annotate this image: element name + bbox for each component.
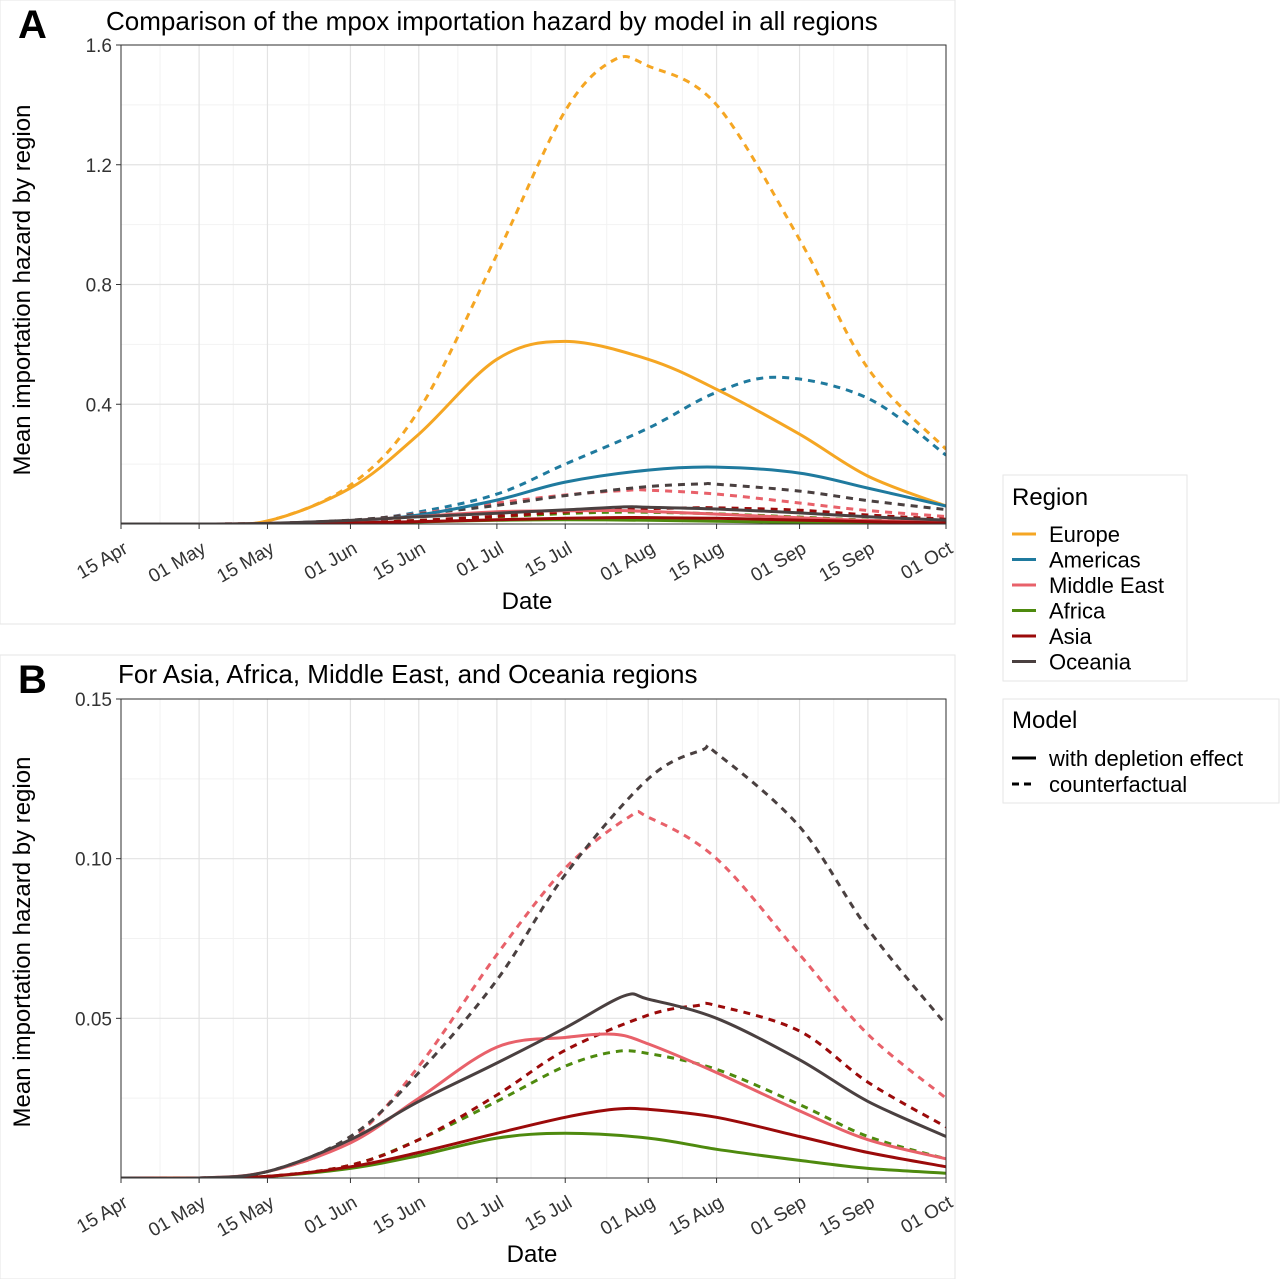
- panel-a-y-tick-label: 0.4: [86, 395, 113, 416]
- panel-b-y-tick-label: 0.05: [75, 1009, 112, 1030]
- model-legend-label-counterfactual: counterfactual: [1049, 772, 1187, 797]
- panel-b-title: For Asia, Africa, Middle East, and Ocean…: [118, 659, 698, 689]
- model-legend-label-depletion: with depletion effect: [1048, 746, 1243, 771]
- panel-a-x-axis-label: Date: [502, 588, 553, 615]
- panel-a-series-oceania-depletion: [121, 505, 946, 524]
- panel-a-y-tick-label: 0.8: [86, 276, 112, 297]
- panel-a-letter: A: [18, 3, 47, 47]
- panel-b-series-asia-depletion: [121, 1106, 946, 1178]
- panel-b: B For Asia, Africa, Middle East, and Oce…: [0, 654, 957, 1280]
- panel-b-y-axis-label: Mean importation hazard by region: [9, 757, 36, 1128]
- model-legend: Model with depletion effect counterfactu…: [1002, 698, 1280, 804]
- panel-a-title: Comparison of the mpox importation hazar…: [106, 6, 878, 36]
- panel-b-y-tick-label: 0.10: [75, 850, 112, 871]
- region-legend-title: Region: [1012, 484, 1088, 511]
- region-legend-label-africa: Africa: [1049, 599, 1106, 624]
- model-legend-title: Model: [1012, 707, 1077, 734]
- panel-b-series-oceania-depletion: [121, 992, 946, 1178]
- panel-b-y-tick-label: 0.15: [75, 690, 112, 711]
- panel-b-plot-frame: [120, 698, 947, 1179]
- region-legend-label-oceania: Oceania: [1049, 650, 1132, 675]
- region-legend-label-asia: Asia: [1049, 624, 1093, 649]
- region-legend-label-middle-east: Middle East: [1049, 573, 1164, 598]
- model-legend-box: [1002, 698, 1280, 804]
- panel-a: A Comparison of the mpox importation haz…: [0, 0, 957, 625]
- panel-a-y-tick-label: 1.6: [86, 36, 112, 57]
- panel-a-y-tick-label: 1.2: [86, 156, 112, 177]
- panel-a-series-europe-depletion: [121, 339, 946, 524]
- region-legend-box: [1002, 474, 1188, 682]
- panel-b-x-axis-label: Date: [507, 1241, 558, 1268]
- panel-a-y-axis-label: Mean importation hazard by region: [9, 105, 36, 476]
- region-legend-label-europe: Europe: [1049, 522, 1120, 547]
- region-legend-label-americas: Americas: [1049, 548, 1141, 573]
- panel-b-letter: B: [18, 658, 47, 702]
- panel-a-plot: 0.40.81.21.615 Apr 01 May 15 May 01 Jun 15 J…: [73, 36, 957, 587]
